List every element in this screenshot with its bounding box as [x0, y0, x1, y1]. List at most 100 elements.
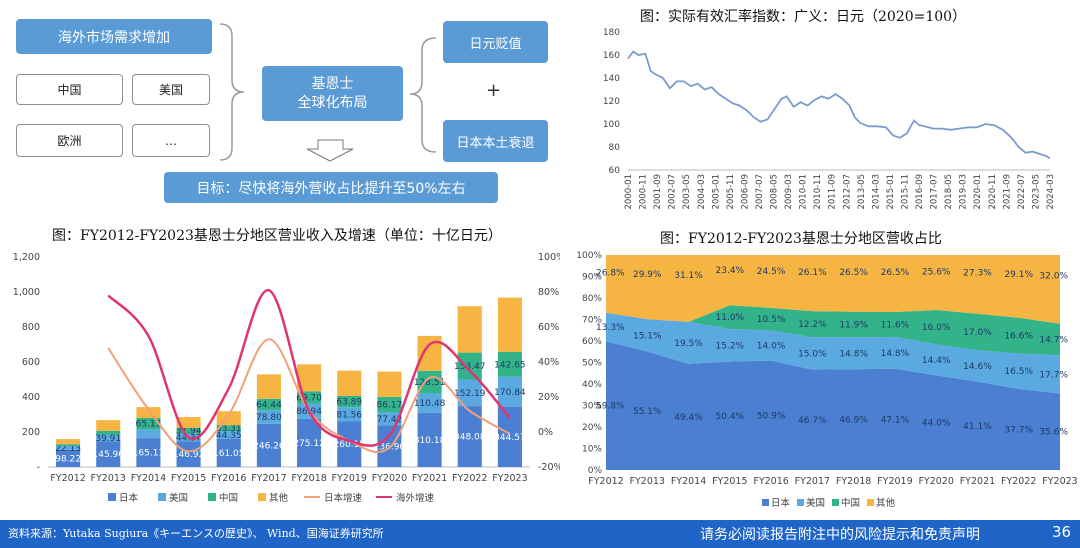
area-label: 26.5%	[881, 268, 910, 278]
y-tick-label: 100	[603, 120, 620, 130]
area-label: 15.2%	[716, 341, 745, 351]
legend-swatch	[158, 493, 166, 501]
yen-depreciation-box: 日元贬值	[443, 21, 548, 63]
legend-swatch	[797, 499, 804, 506]
x-tick-label: 2018-05	[944, 174, 954, 210]
bar-other	[377, 371, 402, 397]
x-tick-label: 2006-09	[740, 174, 750, 210]
x-tick-label: 2008-05	[770, 174, 780, 210]
legend-label: 日本	[119, 492, 139, 504]
chart-title-share: 图：FY2012-FY2023基恩士分地区营收占比	[660, 231, 942, 247]
x-tick-label: 2010-11	[813, 174, 823, 210]
area-label: 19.5%	[674, 339, 703, 349]
bar-other	[136, 407, 161, 418]
bar-other	[256, 374, 281, 399]
bar-label: 98.22	[55, 454, 81, 464]
x-tick-label: 2011-09	[828, 174, 838, 210]
plus-sign: +	[486, 80, 502, 101]
x-tick-label: FY2017	[251, 473, 286, 484]
x-tick-label: 2015-11	[900, 174, 910, 210]
x-tick-label: 2019-03	[959, 174, 969, 210]
x-tick-label: FY2023	[1042, 476, 1077, 487]
y2-tick-label: 60%	[538, 322, 559, 333]
bar-china	[176, 427, 201, 434]
area-label: 46.7%	[798, 416, 827, 426]
bar-label: 81.56	[336, 410, 362, 420]
center-line-2: 全球化布局	[297, 94, 368, 111]
y-tick-label: 160	[603, 51, 620, 61]
area-us	[606, 312, 1060, 394]
center-box: 基恩士 全球化布局	[262, 66, 403, 121]
area-label: 50.9%	[757, 411, 786, 421]
y-tick-label: 90%	[582, 273, 602, 283]
area-label: 41.1%	[963, 422, 992, 432]
overseas-growth-line	[107, 289, 511, 447]
legend-label: 中国	[841, 497, 860, 509]
legend-swatch	[832, 499, 839, 506]
y-tick-label: 80	[609, 143, 621, 153]
x-tick-label: FY2023	[492, 473, 527, 484]
right-brace	[409, 37, 437, 153]
area-label: 46.9%	[839, 416, 868, 426]
x-tick-label: FY2019	[877, 476, 912, 487]
x-tick-label: FY2020	[918, 476, 953, 487]
bar-label: 145.96	[93, 450, 125, 460]
y2-tick-label: 40%	[538, 357, 559, 368]
y-tick-label: 800	[22, 322, 40, 333]
bar-other	[176, 417, 201, 428]
y-tick-label: 120	[603, 97, 620, 107]
area-label: 49.4%	[674, 413, 703, 423]
bar-china	[216, 425, 241, 432]
bar-label: 161.05	[213, 449, 245, 459]
share-chart: 0% 10% 20% 30% 40% 50% 60% 70% 80% 90% 100% 59.8% 55…	[576, 251, 1077, 509]
area-label: 27.3%	[963, 269, 992, 279]
area-label: 26.5%	[839, 268, 868, 278]
x-tick-label: 2013-05	[857, 174, 867, 210]
x-tick-label: 2010-01	[799, 174, 809, 210]
bar-label: 64.44	[256, 400, 282, 410]
legend-label: 日本增速	[324, 492, 363, 504]
y-tick-label: 1,000	[13, 287, 40, 298]
bar-other	[457, 306, 482, 353]
bar-other	[337, 370, 362, 397]
area-label: 11.6%	[881, 320, 910, 330]
bar-japan	[377, 425, 402, 467]
x-tick-label: 2005-01	[711, 174, 721, 210]
area-label: 25.6%	[922, 268, 951, 278]
x-tick-label: 2001-09	[653, 174, 663, 210]
area-label: 59.8%	[596, 402, 625, 412]
region-europe: 欧洲	[16, 124, 123, 157]
bar-japan	[96, 441, 121, 467]
bar-label: 170.84	[494, 388, 526, 398]
bar-china	[377, 396, 402, 412]
bar-japan	[176, 441, 201, 467]
x-tick-label: 2020-11	[988, 174, 998, 210]
y2-tick-label: 100%	[538, 252, 560, 263]
x-tick-label: FY2016	[753, 476, 788, 487]
exchange-rate-line	[627, 50, 1051, 160]
left-brace	[219, 23, 245, 161]
bar-label: 65.13	[136, 420, 162, 430]
x-tick-label: FY2022	[1001, 476, 1036, 487]
area-label: 17.0%	[963, 328, 992, 338]
x-tick-label: 2005-11	[726, 174, 736, 210]
bar-other	[96, 420, 121, 431]
bar-china	[457, 352, 482, 380]
y-tick-label: 30%	[582, 402, 602, 412]
bar-other	[56, 439, 81, 445]
bar-label: 260.15	[334, 440, 366, 450]
y2-tick-label: 0%	[538, 427, 553, 438]
legend-label: 海外增速	[396, 492, 435, 504]
y-tick-label: 70%	[582, 316, 602, 326]
x-tick-label: 2022-07	[1017, 174, 1027, 210]
bar-label: 128.51	[414, 378, 446, 388]
legend-swatch	[762, 499, 769, 506]
bar-china	[256, 398, 281, 411]
bar-label: 165.11	[133, 449, 165, 459]
bar-us	[256, 410, 281, 424]
bar-label: 152.19	[454, 389, 486, 399]
area-label: 10.5%	[757, 315, 786, 325]
y-tick-label: 20%	[582, 423, 602, 433]
area-label: 55.1%	[633, 407, 662, 417]
bar-us	[337, 407, 362, 422]
